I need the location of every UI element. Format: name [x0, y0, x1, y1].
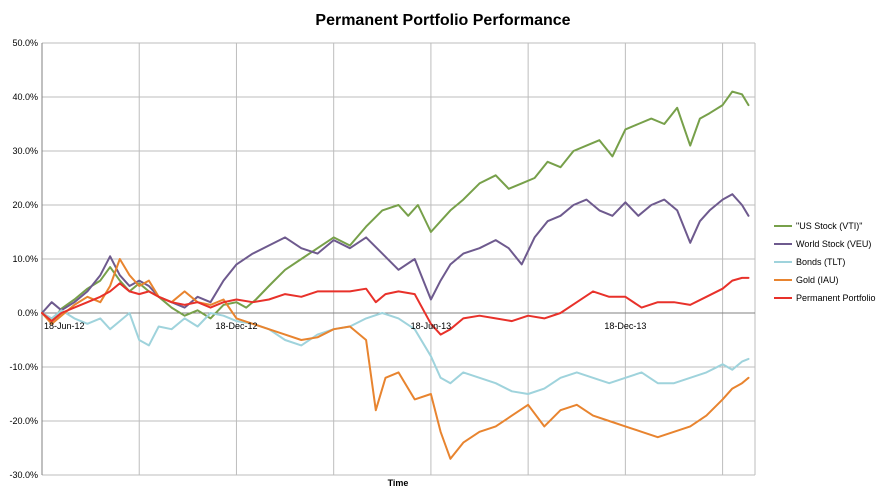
y-tick-label: -20.0%	[9, 416, 38, 426]
legend-label: Gold (IAU)	[796, 275, 839, 285]
legend-label: Bonds (TLT)	[796, 257, 845, 267]
legend-label: World Stock (VEU)	[796, 239, 871, 249]
chart-title: Permanent Portfolio Performance	[315, 12, 570, 29]
y-tick-label: 40.0%	[12, 92, 38, 102]
y-axis-tick-labels: -30.0% -20.0% -10.0% 0.0% 10.0% 20.0% 30.0% 40.…	[9, 38, 38, 480]
y-tick-label: 0.0%	[17, 308, 38, 318]
legend-label: "US Stock (VTI)"	[796, 221, 862, 231]
x-tick-label: 18-Dec-12	[215, 321, 257, 331]
y-tick-label: -30.0%	[9, 470, 38, 480]
x-tick-label: 18-Jun-13	[411, 321, 452, 331]
series-line-4	[41, 276, 750, 336]
series-line-0	[41, 90, 750, 323]
gridlines	[41, 42, 756, 476]
series-lines	[41, 90, 750, 460]
legend-label: Permanent Portfolio	[796, 293, 876, 303]
y-tick-label: 20.0%	[12, 200, 38, 210]
x-axis-label: Time	[388, 478, 409, 488]
x-tick-label: 18-Jun-12	[44, 321, 85, 331]
series-line-1	[41, 193, 750, 314]
legend: "US Stock (VTI)" World Stock (VEU) Bonds (…	[774, 221, 876, 303]
y-tick-label: 30.0%	[12, 146, 38, 156]
x-axis-tick-labels: 18-Jun-12 18-Dec-12 18-Jun-13 18-Dec-13	[44, 321, 646, 331]
y-tick-label: -10.0%	[9, 362, 38, 372]
y-tick-label: 10.0%	[12, 254, 38, 264]
series-line-3	[41, 258, 750, 460]
series-line-2	[41, 309, 750, 395]
y-tick-label: 50.0%	[12, 38, 38, 48]
x-tick-label: 18-Dec-13	[604, 321, 646, 331]
